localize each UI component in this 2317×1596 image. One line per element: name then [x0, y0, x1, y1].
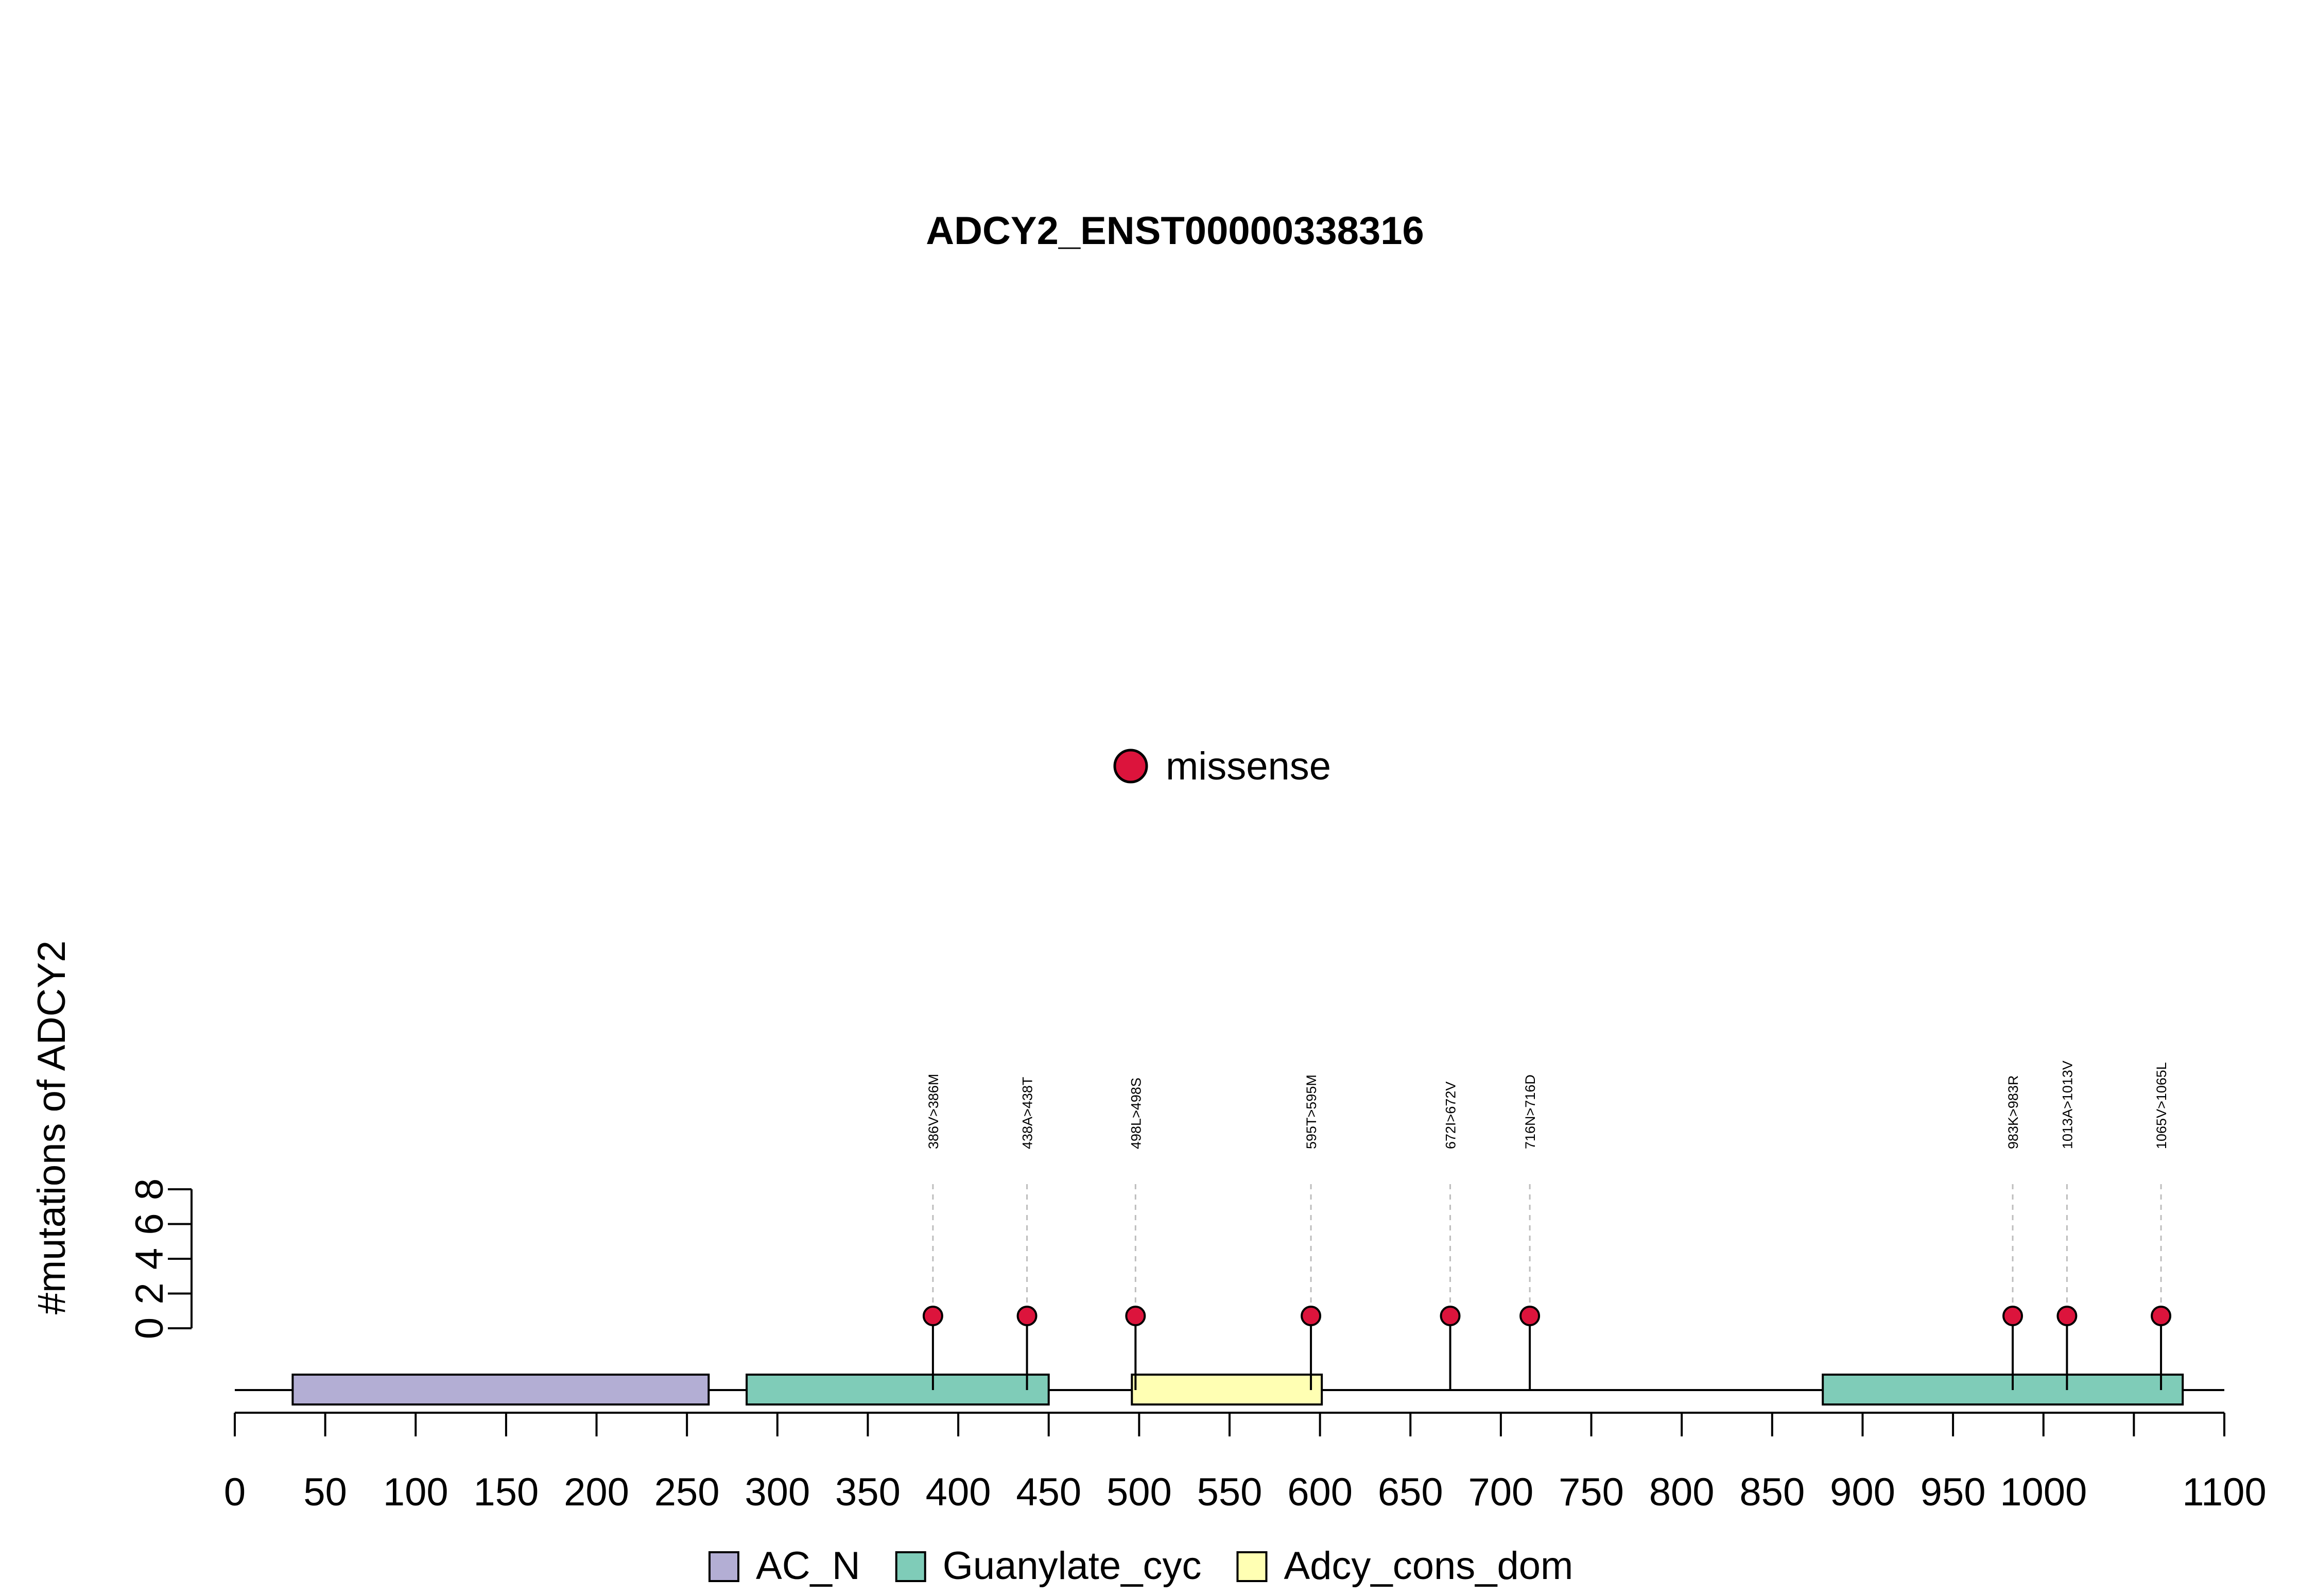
x-tick-label: 100	[383, 1470, 448, 1514]
mutation-point	[2056, 1306, 2078, 1326]
mutation-legend: missense	[1113, 744, 1331, 788]
x-tick-label: 300	[745, 1470, 810, 1514]
legend-box-guanylate-cyc	[895, 1551, 926, 1582]
mutation-label: 498L>498S	[1128, 1078, 1144, 1149]
x-tick-label: 650	[1378, 1470, 1443, 1514]
mutation-stems	[931, 1184, 2163, 1390]
y-axis-title: #mutations of ADCY2	[30, 941, 74, 1315]
legend-missense-marker	[1113, 749, 1148, 784]
mutation-label: 595T>595M	[1304, 1074, 1319, 1149]
y-tick-label: 8	[128, 1178, 171, 1200]
mutation-label: 1013A>1013V	[2060, 1061, 2075, 1149]
mutation-label: 386V>386M	[926, 1074, 941, 1149]
mutation-points	[922, 1306, 2172, 1326]
mutation-point	[1519, 1306, 1541, 1326]
x-tick-label: 1100	[2182, 1470, 2266, 1514]
mutation-labels: 386V>386M 438A>438T 498L>498S 595T>595M 672I…	[926, 1061, 2169, 1149]
x-tick-label: 700	[1468, 1470, 1534, 1514]
x-tick-label: 150	[474, 1470, 539, 1514]
mutation-label: 438A>438T	[1020, 1077, 1035, 1149]
mutation-point	[1440, 1306, 1461, 1326]
domain-adcy-cons-dom	[1131, 1374, 1323, 1406]
y-tick-label: 4	[128, 1248, 171, 1270]
chart-title: ADCY2_ENST00000338316	[926, 209, 1424, 253]
x-tick-label: 850	[1739, 1470, 1805, 1514]
y-axis: 0 2 4 6 8	[128, 1178, 193, 1339]
x-tick-label: 500	[1106, 1470, 1172, 1514]
x-tick-label: 250	[654, 1470, 720, 1514]
mutation-point	[2002, 1306, 2024, 1326]
domain-guanylate-cyc	[1822, 1374, 2184, 1406]
y-tick-label: 2	[128, 1282, 171, 1304]
legend-label-guanylate-cyc: Guanylate_cyc	[943, 1544, 1202, 1588]
x-tick-label: 350	[835, 1470, 901, 1514]
legend-missense-label: missense	[1166, 744, 1331, 788]
x-tick-label: 550	[1197, 1470, 1263, 1514]
x-tick-label: 900	[1830, 1470, 1895, 1514]
legend-box-adcy-cons-dom	[1236, 1551, 1268, 1582]
mutation-label: 672I>672V	[1443, 1082, 1459, 1149]
x-tick-label: 450	[1016, 1470, 1081, 1514]
x-tick-label: 750	[1559, 1470, 1624, 1514]
x-tick-label: 200	[564, 1470, 629, 1514]
mutation-point	[1016, 1306, 1038, 1326]
mutation-point	[1125, 1306, 1146, 1326]
mutation-label: 983K>983R	[2005, 1075, 2021, 1149]
y-tick-label: 0	[128, 1317, 171, 1339]
x-axis: 0 50 100 150 200 250 300 350 400 450 500 550 600 650 7…	[224, 1412, 2267, 1514]
x-tick-label: 800	[1649, 1470, 1715, 1514]
x-tick-label: 0	[224, 1470, 246, 1514]
legend-box-ac-n	[708, 1551, 739, 1582]
domains	[291, 1374, 2184, 1406]
x-tick-label: 600	[1287, 1470, 1353, 1514]
domain-ac-n	[291, 1374, 710, 1406]
legend-label-adcy-cons-dom: Adcy_cons_dom	[1284, 1544, 1573, 1588]
x-tick-label: 950	[1921, 1470, 1986, 1514]
mutation-point	[2151, 1306, 2172, 1326]
mutation-label: 1065V>1065L	[2154, 1062, 2169, 1149]
mutation-point	[922, 1306, 943, 1326]
x-tick-label: 50	[303, 1470, 347, 1514]
mutation-label: 716N>716D	[1523, 1074, 1538, 1149]
x-tick-label: 1000	[2000, 1470, 2087, 1514]
mutation-point	[1301, 1306, 1322, 1326]
domain-legend: AC_N Guanylate_cyc Adcy_cons_dom	[708, 1544, 1573, 1588]
domain-guanylate-cyc	[746, 1374, 1050, 1406]
x-tick-label: 400	[926, 1470, 991, 1514]
y-tick-label: 6	[128, 1213, 171, 1235]
legend-label-ac-n: AC_N	[756, 1544, 860, 1588]
